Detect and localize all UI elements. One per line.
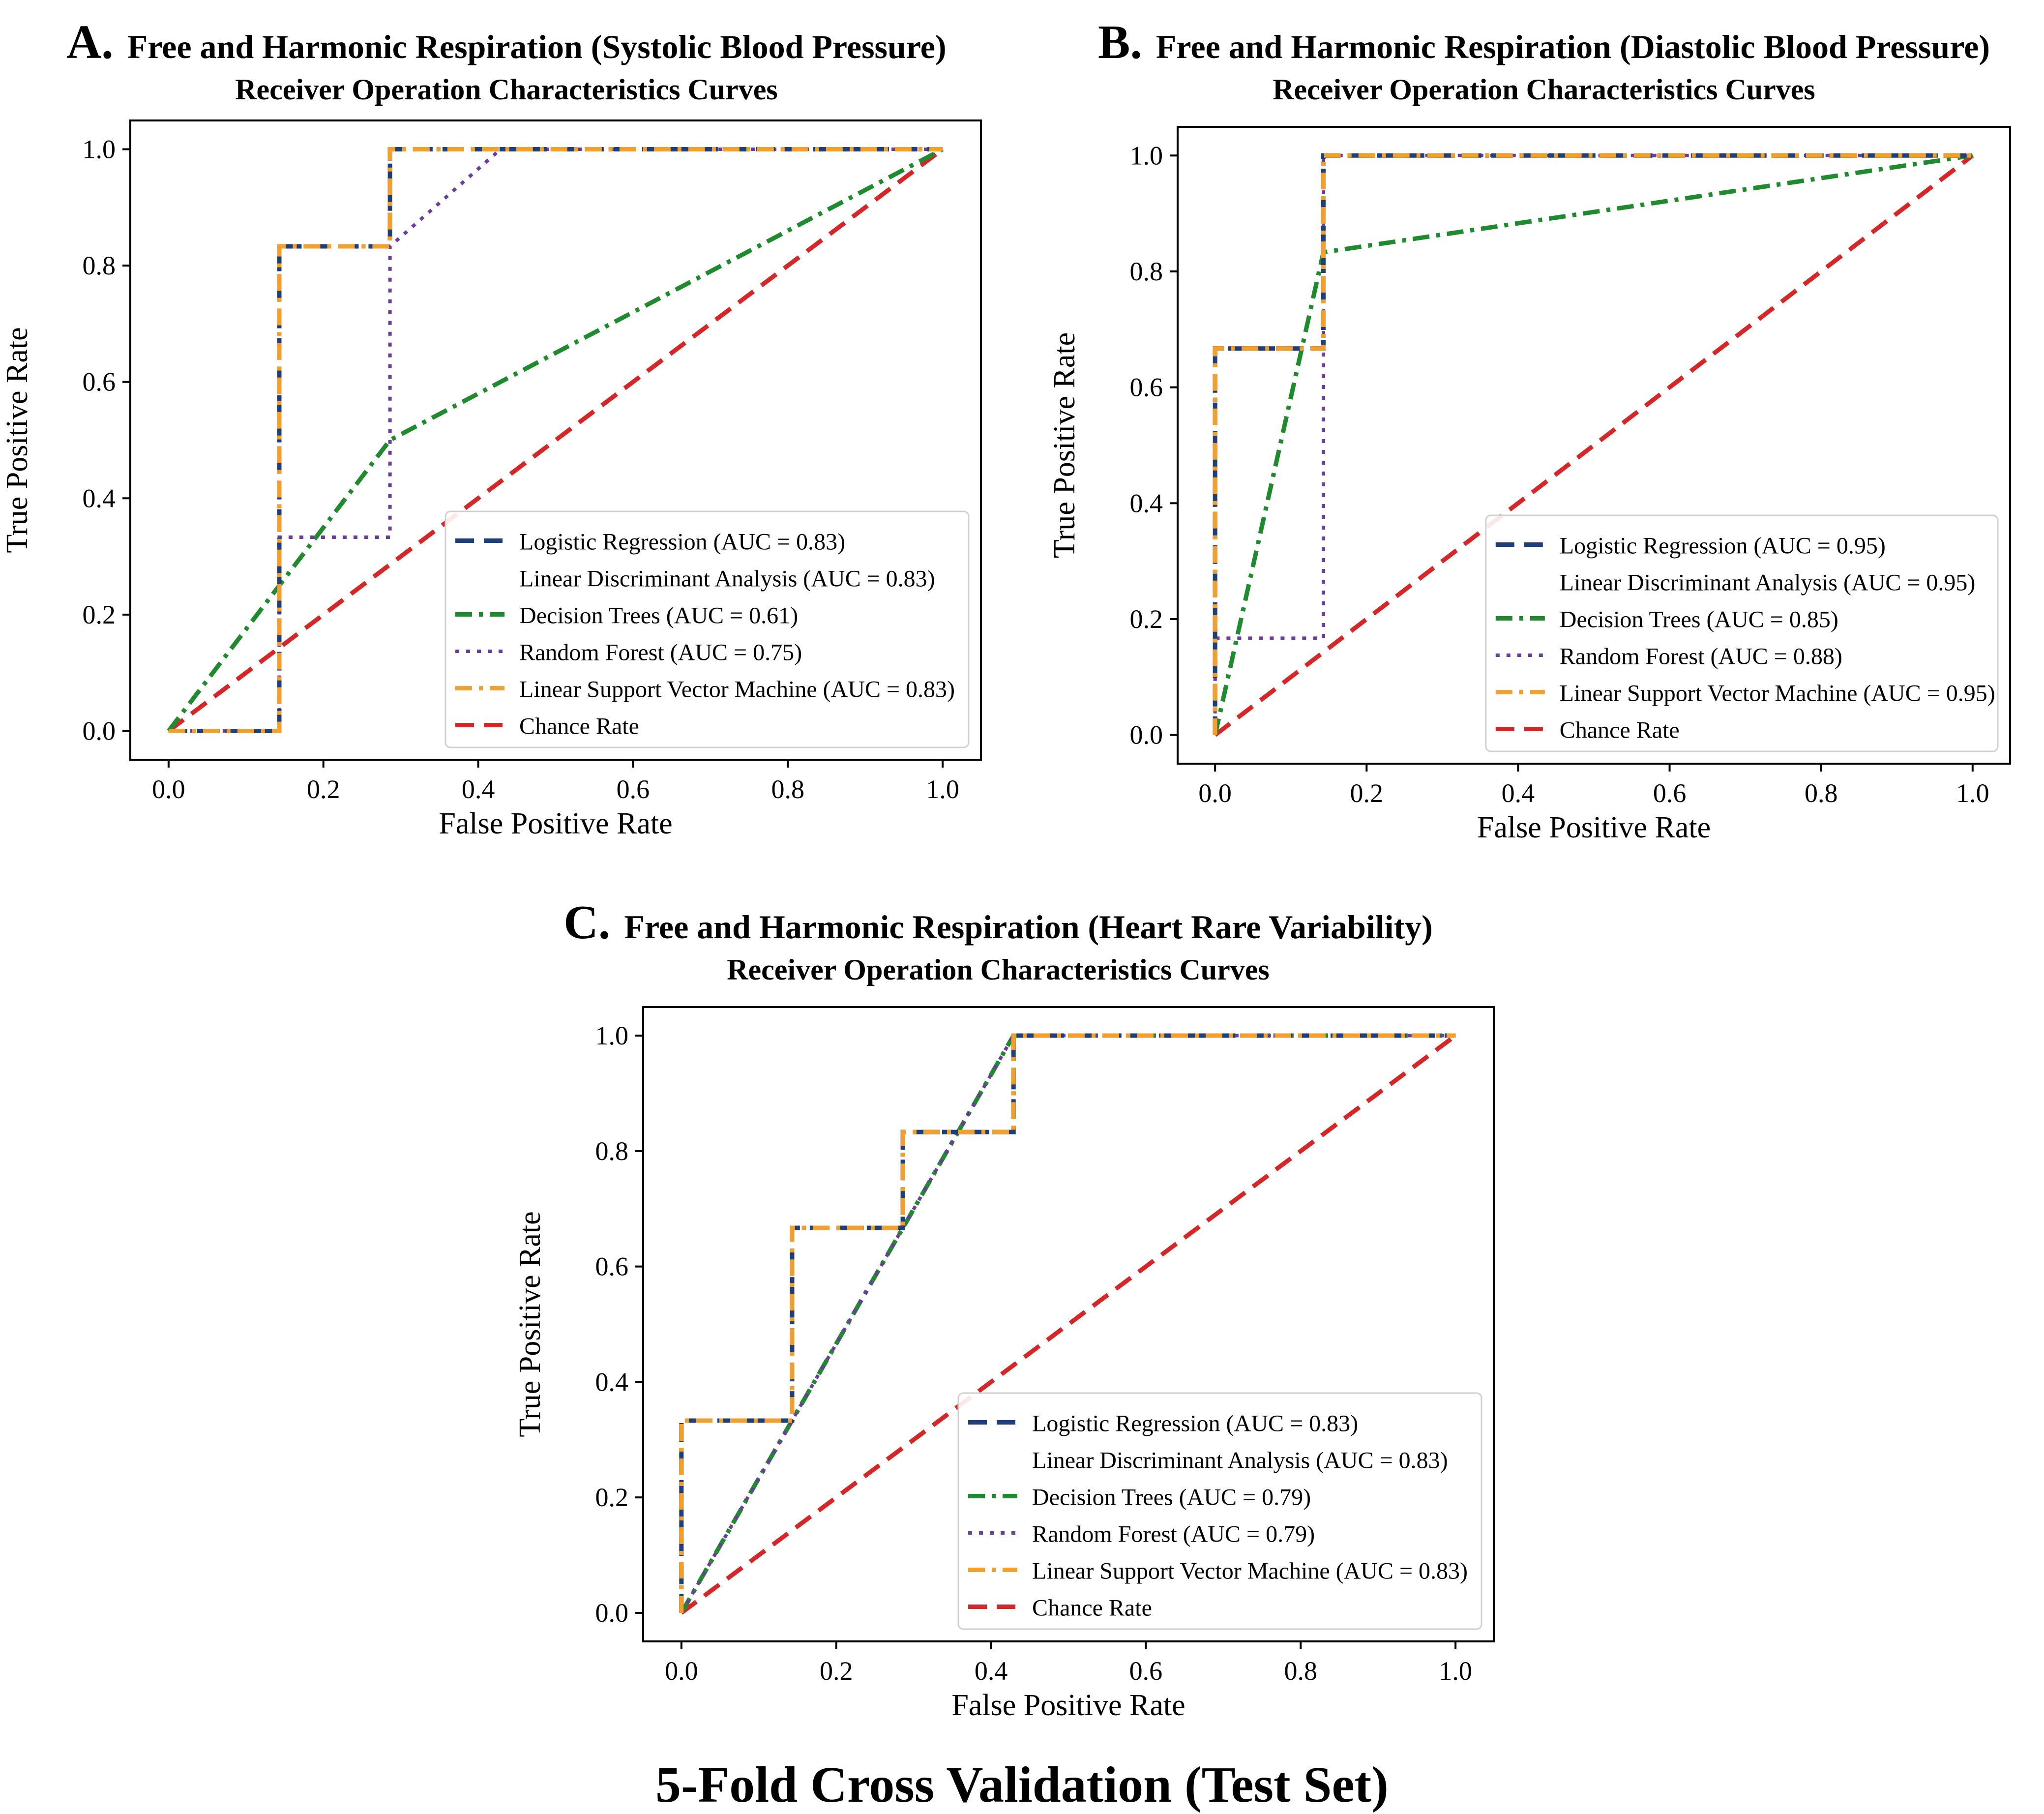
x-tick-label: 1.0 [926,774,959,804]
series-line-0 [679,1033,1456,1613]
y-tick-label: 0.6 [83,367,116,397]
x-tick-label: 0.4 [1502,778,1535,808]
legend-box [444,510,970,748]
series-line-4 [679,1033,1456,1613]
panel-b-heading: B. Free and Harmonic Respiration (Diastol… [1047,15,2041,107]
y-tick-label: 0.6 [595,1252,629,1281]
legend-entry: Linear Support Vector Machine (AUC = 0.8… [519,677,955,703]
x-tick-label: 0.4 [975,1656,1008,1686]
y-tick-label: 0.8 [83,251,116,280]
legend-entry: Linear Discriminant Analysis (AUC = 0.83… [1032,1448,1448,1474]
y-axis-label: True Positive Rate [0,327,34,553]
legend-entry: Chance Rate [1032,1595,1152,1621]
y-tick-label: 0.2 [1130,604,1163,634]
legend-entry: Linear Discriminant Analysis (AUC = 0.83… [519,566,935,592]
panel-b-letter: B. [1098,16,1142,69]
x-axis-label: False Positive Rate [951,1689,1185,1722]
legend-entry: Logistic Regression (AUC = 0.95) [1560,533,1886,559]
series-line-5 [680,1034,1457,1615]
y-tick-label: 0.2 [595,1483,629,1512]
legend-box [1485,514,1999,752]
x-tick-label: 0.6 [1129,1656,1163,1686]
x-tick-label: 0.4 [462,774,495,804]
x-tick-label: 0.8 [1805,778,1838,808]
legend-entry: Linear Discriminant Analysis (AUC = 0.95… [1560,570,1976,596]
series-line-4 [168,147,943,733]
y-axis-label: True Positive Rate [1048,332,1081,558]
panel-c-heading: C. Free and Harmonic Respiration (Heart R… [502,895,1495,987]
x-tick-label: 0.0 [1198,778,1232,808]
x-tick-label: 0.6 [1653,778,1687,808]
x-tick-label: 0.8 [771,774,805,804]
y-tick-label: 0.8 [595,1136,629,1166]
series-line-5 [167,147,944,733]
x-axis-label: False Positive Rate [1477,811,1711,844]
panel-c-title: Free and Harmonic Respiration (Heart Rar… [624,908,1433,946]
panel-c-letter: C. [563,896,611,949]
legend-entry: Random Forest (AUC = 0.75) [519,640,802,666]
panel-a-heading: A. Free and Harmonic Respiration (Systoli… [10,15,1003,107]
y-tick-label: 0.4 [595,1367,629,1397]
legend-entry: Chance Rate [1560,717,1680,743]
x-tick-label: 0.0 [665,1656,698,1686]
panel-a-title: Free and Harmonic Respiration (Systolic … [127,28,947,65]
panel-a-letter: A. [66,16,114,69]
legend-entry: Decision Trees (AUC = 0.85) [1560,607,1838,633]
x-tick-label: 0.2 [820,1656,853,1686]
x-tick-label: 1.0 [1956,778,1989,808]
x-tick-label: 0.2 [1350,778,1384,808]
legend-entry: Linear Support Vector Machine (AUC = 0.9… [1560,681,1995,707]
y-tick-label: 0.8 [1130,257,1163,286]
y-tick-label: 0.4 [83,483,116,513]
legend-entry: Random Forest (AUC = 0.88) [1560,644,1842,670]
roc-chart-c: 0.0 0.2 0.4 0.6 0.8 1.0 0.0 0.2 0.4 0.6 0.8 1.0 Fals… [513,1006,1495,1722]
series-line-4 [1213,153,1973,735]
panel-b-subtitle: Receiver Operation Characteristics Curve… [1273,73,1815,106]
legend-entry: Logistic Regression (AUC = 0.83) [1032,1411,1358,1437]
figure-footer-title: 5-Fold Cross Validation (Test Set) [655,1756,1389,1813]
y-tick-label: 0.2 [83,600,116,629]
legend-entry: Linear Support Vector Machine (AUC = 0.8… [1032,1558,1468,1584]
x-tick-label: 0.0 [152,774,185,804]
legend-entry: Decision Trees (AUC = 0.61) [519,603,798,629]
legend-entry: Decision Trees (AUC = 0.79) [1032,1485,1311,1511]
legend-box [957,1392,1482,1630]
panel-c-subtitle: Receiver Operation Characteristics Curve… [727,953,1270,986]
roc-chart-b: 0.0 0.2 0.4 0.6 0.8 1.0 0.0 0.2 0.4 0.6 0.8 1.0 Fals… [1048,126,2011,844]
x-tick-label: 0.6 [617,774,650,804]
legend-entry: Random Forest (AUC = 0.79) [1032,1521,1315,1547]
y-tick-label: 1.0 [1130,141,1163,170]
y-tick-label: 1.0 [595,1021,629,1050]
x-axis-label: False Positive Rate [439,807,672,840]
x-tick-label: 0.8 [1284,1656,1318,1686]
x-tick-label: 1.0 [1439,1656,1472,1686]
y-tick-label: 0.4 [1130,488,1163,518]
legend-entry: Logistic Regression (AUC = 0.83) [519,529,845,555]
y-tick-label: 0.0 [595,1598,629,1628]
series-line-5 [1214,153,1974,737]
panel-b-title: Free and Harmonic Respiration (Diastolic… [1155,28,1990,65]
x-tick-label: 0.2 [307,774,340,804]
y-tick-label: 0.0 [1130,720,1163,750]
y-tick-label: 1.0 [83,135,116,164]
y-tick-label: 0.6 [1130,373,1163,402]
roc-chart-a: 0.0 0.2 0.4 0.6 0.8 1.0 0.0 0.2 0.4 0.6 0.8 1.0 Fals… [0,119,982,840]
y-axis-label: True Positive Rate [513,1211,547,1437]
legend-entry: Chance Rate [519,714,639,740]
series-line-2 [167,147,944,733]
y-tick-label: 0.0 [83,716,116,746]
panel-a-subtitle: Receiver Operation Characteristics Curve… [235,73,778,106]
